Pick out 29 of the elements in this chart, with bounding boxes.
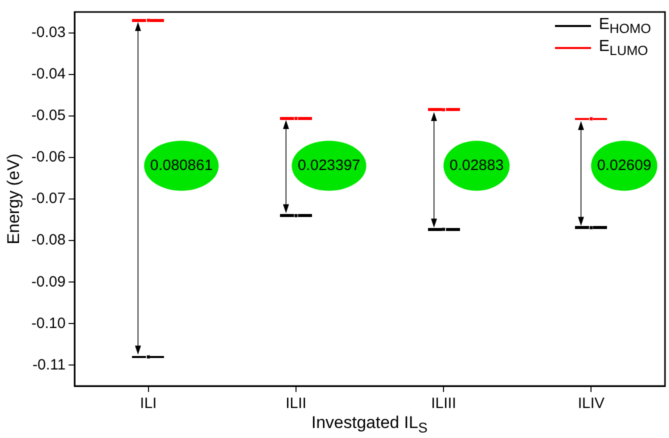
y-tick-label: -0.08 [31, 232, 66, 249]
y-tick-label: -0.09 [31, 273, 66, 290]
point [590, 117, 593, 120]
legend-label: E$_{HOMO}$ [598, 16, 651, 36]
point [146, 355, 150, 358]
y-tick-label: -0.03 [31, 24, 66, 41]
x-tick-label: ILIII [431, 395, 456, 412]
y-tick-label: -0.04 [31, 65, 66, 82]
x-tick-label: ILI [140, 395, 157, 412]
y-axis-title: Energy (eV) [4, 154, 23, 244]
y-tick-label: -0.11 [32, 356, 66, 374]
annotation: 0.080861 [150, 156, 213, 174]
annotation: 0.02609 [597, 156, 652, 174]
point [442, 108, 446, 112]
annotation: 0.023397 [298, 156, 360, 174]
x-tick-label: ILII [286, 395, 306, 412]
y-tick-label: -0.07 [31, 190, 66, 208]
y-tick-label: -0.05 [31, 107, 66, 124]
point [294, 116, 298, 120]
point [146, 18, 150, 22]
point [590, 226, 593, 230]
point [442, 228, 446, 231]
legend-label: E$_{LUMO}$ [598, 38, 648, 58]
annotation: 0.02883 [449, 156, 504, 174]
x-tick-label: ILIV [578, 395, 605, 412]
x-axis-title: Investgated IL$_{S}$ [310, 412, 429, 436]
point [294, 214, 298, 218]
y-tick-label: -0.06 [31, 148, 66, 166]
y-tick-label: -0.10 [31, 314, 66, 332]
